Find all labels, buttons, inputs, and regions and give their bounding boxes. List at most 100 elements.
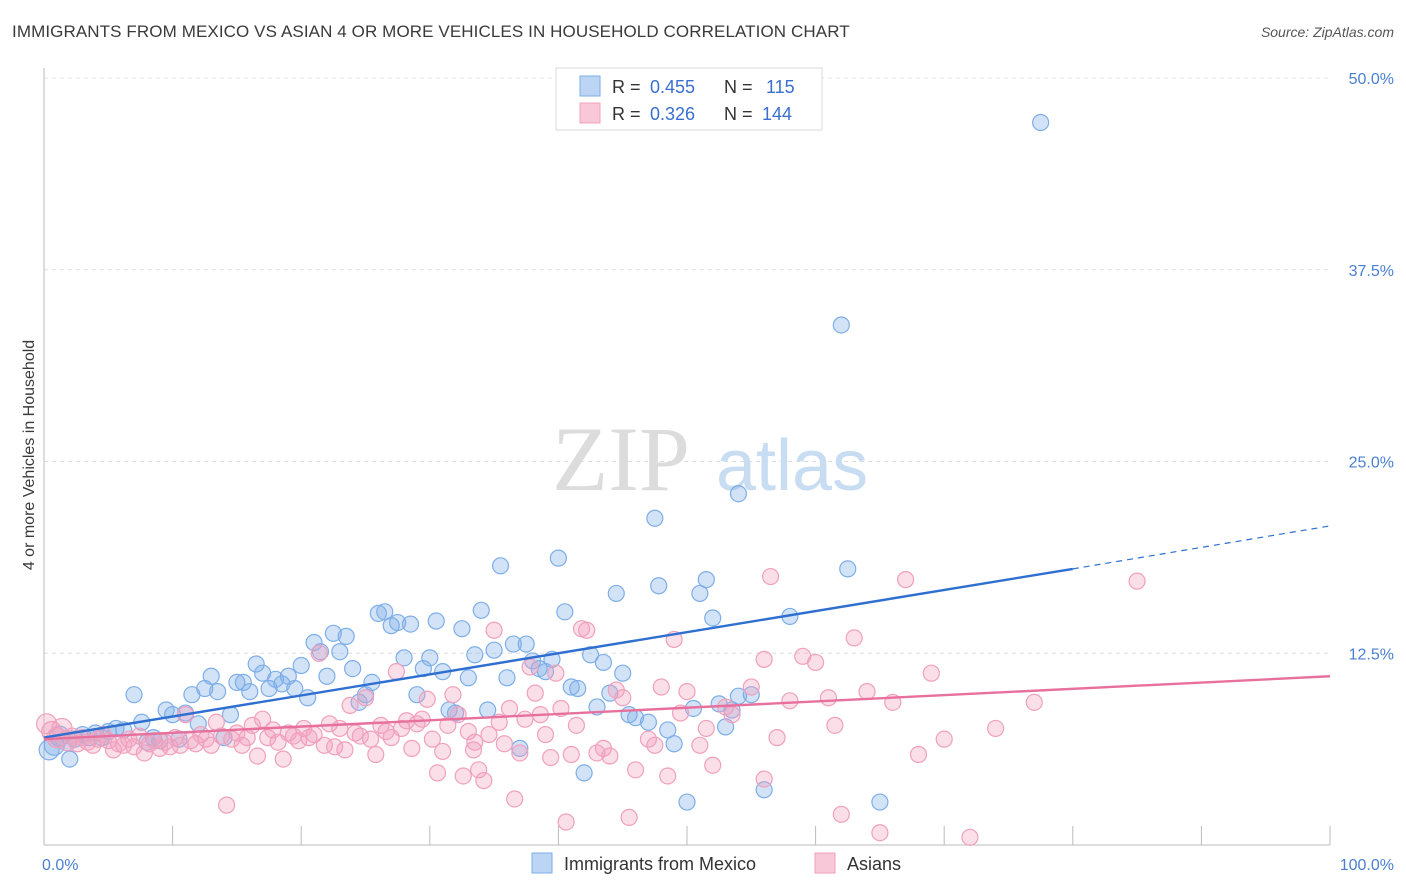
asians-point-145: [1025, 693, 1043, 711]
asians-point-78: [439, 716, 457, 734]
asians-point-115: [652, 678, 670, 696]
asians-point-131: [806, 653, 825, 672]
asians-point-51: [300, 729, 318, 747]
mexico-point-68: [479, 701, 497, 719]
mexico-point-94: [650, 577, 668, 595]
asians-point-86: [480, 725, 498, 744]
asians-point-112: [626, 761, 645, 779]
legend-n-value-2: 144: [762, 104, 792, 124]
watermark: ZIP atlas: [552, 408, 868, 510]
mexico-point-47: [344, 659, 362, 678]
asians-point-133: [826, 716, 844, 734]
bottom-legend-label-asians: Asians: [847, 854, 901, 874]
mexico-point-73: [511, 739, 529, 757]
mexico-point-109: [839, 560, 857, 578]
asians-point-81: [454, 767, 472, 785]
mexico-point-80: [556, 603, 574, 621]
mexico-point-97: [678, 793, 696, 811]
asians-point-76: [428, 764, 447, 782]
asians-point-128: [768, 729, 786, 747]
asians-point-87: [485, 621, 503, 639]
mexico-point-93: [646, 509, 664, 527]
asians-point-95: [526, 684, 544, 702]
watermark-atlas: atlas: [716, 426, 868, 506]
chart-title: IMMIGRANTS FROM MEXICO VS ASIAN 4 OR MOR…: [12, 22, 850, 41]
bottom-legend-label-mexico: Immigrants from Mexico: [564, 854, 756, 874]
mexico-point-65: [459, 669, 477, 687]
mexico-point-89: [614, 664, 632, 682]
asians-point-113: [639, 730, 658, 748]
legend-n-value-1: 115: [766, 77, 795, 97]
mexico-point-95: [659, 721, 677, 739]
asians-point-56: [326, 738, 344, 756]
mexico-point-96: [665, 735, 683, 753]
asians-point-35: [218, 796, 236, 814]
mexico-point-67: [472, 601, 490, 619]
asians-point-134: [832, 805, 850, 823]
bottom-legend-swatch-mexico: [531, 852, 553, 874]
asians-point-101: [557, 813, 575, 831]
bottom-legend: Immigrants from Mexico Asians: [531, 852, 901, 874]
mexico-point-34: [260, 679, 278, 698]
y-tick-label-0: 12.5%: [1349, 646, 1394, 663]
asians-point-147: [466, 733, 484, 751]
legend-n-label-1: N =: [724, 77, 753, 97]
mexico-point-69: [485, 641, 503, 659]
asians-point-71: [403, 739, 421, 757]
asians-point-124: [723, 706, 741, 724]
mexico-point-82: [569, 679, 587, 698]
mexico-point-51: [369, 604, 387, 622]
asians-point-58: [336, 741, 354, 759]
asians-point-144: [987, 719, 1005, 738]
grid-lines: [44, 77, 1330, 654]
asians-point-97: [536, 725, 555, 744]
asians-point-57: [331, 719, 349, 738]
asians-point-77: [434, 742, 452, 761]
mexico-trend-line: [43, 567, 1073, 739]
mexico-point-26: [209, 682, 227, 701]
x-tick-label-min: 0.0%: [42, 857, 78, 874]
mexico-point-92: [639, 713, 658, 731]
mexico-point-29: [228, 673, 246, 691]
legend-r-label-2: R =: [612, 104, 641, 124]
mexico-point-44: [324, 624, 342, 642]
asians-point-84: [470, 761, 488, 779]
mexico-point-39: [292, 656, 310, 675]
asians-point-98: [542, 748, 560, 767]
asians-point-103: [567, 716, 586, 734]
asians-point-141: [922, 664, 940, 682]
mexico-point-4: [61, 750, 79, 768]
legend-box: R = 0.455 N = 115 R = 0.326 N = 144: [555, 67, 823, 131]
trend-lines: [43, 525, 1331, 741]
asians-point-110: [614, 689, 632, 707]
mexico-point-86: [594, 653, 613, 672]
mexico-point-108: [832, 316, 850, 334]
mexico-trend-extension: [1072, 525, 1331, 570]
mexico-point-110: [871, 793, 889, 811]
mexico-point-60: [427, 612, 445, 630]
y-tick-label-1: 25.0%: [1349, 455, 1394, 472]
asians-point-119: [678, 682, 696, 701]
asians-point-64: [367, 745, 385, 764]
y-tick-label-3: 50.0%: [1349, 71, 1394, 88]
mexico-point-59: [421, 649, 439, 667]
mexico-point-54: [389, 613, 407, 632]
y-tick-labels: 12.5% 25.0% 37.5% 50.0%: [1349, 71, 1394, 663]
legend-swatch-mexico: [579, 75, 601, 97]
asians-point-137: [871, 824, 889, 842]
asians-point-129: [781, 692, 799, 710]
asians-point-143: [961, 828, 979, 846]
mexico-point-30: [234, 673, 252, 691]
asians-point-90: [500, 699, 519, 718]
mexico-point-40: [299, 689, 317, 707]
asians-point-125: [742, 678, 760, 696]
asians-point-68: [387, 663, 405, 681]
mexico-point-66: [466, 646, 484, 664]
legend-r-value-2: 0.326: [650, 104, 695, 124]
source-label: Source: ZipAtlas.com: [1260, 24, 1394, 40]
mexico-point-79: [549, 549, 568, 567]
mexico-point-103: [729, 485, 748, 503]
asians-point-53: [310, 644, 328, 662]
asians-point-132: [819, 689, 838, 707]
asians-point-42: [254, 710, 272, 728]
